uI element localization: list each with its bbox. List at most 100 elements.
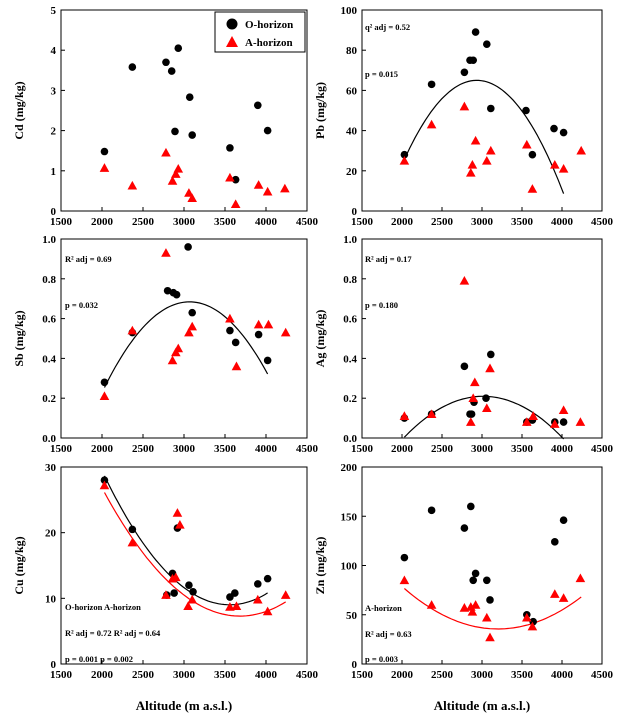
data-point-o-horizon (263, 356, 272, 365)
x-tick-label: 4500 (591, 669, 614, 681)
data-point-o-horizon (460, 362, 469, 371)
data-point-o-horizon (226, 326, 234, 335)
x-tick-label: 2000 (391, 443, 414, 455)
data-point-a-horizon (184, 188, 194, 197)
y-tick-label: 5 (51, 5, 57, 17)
data-point-o-horizon (163, 286, 172, 295)
data-point-o-horizon (469, 56, 478, 65)
y-tick-label: 0.8 (42, 274, 56, 286)
data-point-a-horizon (575, 573, 586, 583)
x-tick-label: 2500 (132, 443, 155, 455)
annotation-text: R² adj = 0.69 (65, 254, 112, 264)
data-point-o-horizon (550, 124, 558, 133)
data-point-a-horizon (253, 180, 264, 189)
data-point-o-horizon (100, 378, 109, 387)
x-tick-label: 3500 (214, 216, 237, 228)
data-point-a-horizon (467, 606, 478, 616)
data-point-a-horizon (550, 159, 560, 169)
y-tick-label: 0.4 (42, 353, 56, 365)
annotation-text: p = 0.003 (365, 654, 398, 664)
y-tick-label: 30 (45, 462, 57, 474)
y-tick-label: 4 (51, 45, 57, 57)
data-point-a-horizon (161, 147, 171, 157)
data-point-a-horizon (550, 419, 560, 428)
data-point-a-horizon (262, 606, 273, 616)
data-point-o-horizon (170, 589, 178, 597)
data-point-a-horizon (280, 590, 291, 599)
data-point-a-horizon (225, 602, 235, 611)
x-tick-label: 4500 (591, 443, 614, 455)
data-point-o-horizon (128, 63, 137, 71)
data-point-o-horizon (263, 574, 272, 583)
data-point-o-horizon (469, 576, 478, 585)
data-point-a-horizon (470, 377, 480, 387)
data-point-a-horizon (522, 612, 532, 622)
x-tick-label: 4000 (551, 216, 574, 228)
data-point-a-horizon (127, 537, 138, 547)
data-point-a-horizon (467, 159, 478, 169)
x-tick-label: 1500 (50, 669, 73, 681)
data-point-a-horizon (167, 355, 178, 365)
data-point-a-horizon (399, 155, 410, 165)
data-point-a-horizon (558, 593, 569, 602)
data-point-o-horizon (172, 290, 181, 299)
y-tick-label: 0.2 (42, 393, 56, 405)
x-tick-label: 3000 (173, 669, 196, 681)
x-tick-label: 4000 (551, 443, 574, 455)
plot-frame (361, 9, 603, 212)
y-axis-label: Cu (mg/kg) (12, 536, 26, 594)
data-point-o-horizon (467, 410, 476, 418)
data-point-a-horizon (253, 594, 263, 604)
x-tick-label: 4000 (255, 443, 278, 455)
data-point-o-horizon (100, 476, 109, 484)
data-point-a-horizon (171, 169, 181, 178)
y-tick-label: 150 (341, 511, 358, 523)
data-point-o-horizon (559, 418, 568, 426)
data-point-a-horizon (183, 601, 193, 611)
data-point-a-horizon (426, 119, 437, 129)
data-point-a-horizon (187, 321, 197, 331)
data-point-a-horizon (99, 391, 110, 401)
y-tick-label: 100 (341, 561, 358, 573)
data-point-a-horizon (171, 572, 181, 582)
data-point-o-horizon (460, 524, 469, 532)
data-point-a-horizon (459, 275, 470, 285)
data-point-o-horizon (482, 394, 490, 403)
data-point-a-horizon (466, 168, 476, 177)
data-point-a-horizon (127, 180, 138, 190)
data-point-a-horizon (558, 163, 569, 173)
data-point-a-horizon (187, 193, 197, 202)
data-point-o-horizon (460, 68, 469, 77)
x-tick-label: 2000 (391, 669, 414, 681)
data-point-a-horizon (575, 417, 586, 426)
annotation-text: p = 0.001 p = 0.002 (65, 654, 133, 664)
fit-curve (403, 79, 565, 194)
y-axis-label: Pb (mg/kg) (313, 82, 327, 139)
plot-frame (361, 238, 603, 439)
x-tick-label: 3500 (511, 669, 534, 681)
data-point-a-horizon (280, 183, 290, 193)
data-point-o-horizon (529, 617, 537, 626)
data-point-o-horizon (185, 581, 193, 589)
data-point-o-horizon (483, 576, 491, 585)
data-point-a-horizon (161, 248, 171, 257)
x-tick-label: 3000 (173, 216, 196, 228)
data-point-o-horizon (400, 150, 409, 159)
annotation-text: p = 0.180 (365, 300, 398, 310)
x-tick-label: 4500 (591, 216, 614, 228)
data-point-a-horizon (470, 135, 481, 145)
x-tick-label: 2500 (132, 669, 155, 681)
data-point-a-horizon (172, 508, 183, 517)
y-tick-label: 80 (346, 45, 358, 57)
x-tick-label: 3500 (511, 216, 534, 228)
data-point-o-horizon (100, 147, 109, 156)
y-tick-label: 20 (45, 528, 57, 540)
fit-curve (103, 301, 269, 388)
x-tick-label: 1500 (351, 216, 374, 228)
y-tick-label: 10 (45, 593, 57, 605)
y-tick-label: 0.4 (343, 353, 357, 365)
x-tick-label: 3000 (471, 443, 494, 455)
data-point-a-horizon (280, 327, 291, 337)
x-tick-label: 2500 (132, 216, 155, 228)
x-tick-label: 2500 (431, 669, 454, 681)
